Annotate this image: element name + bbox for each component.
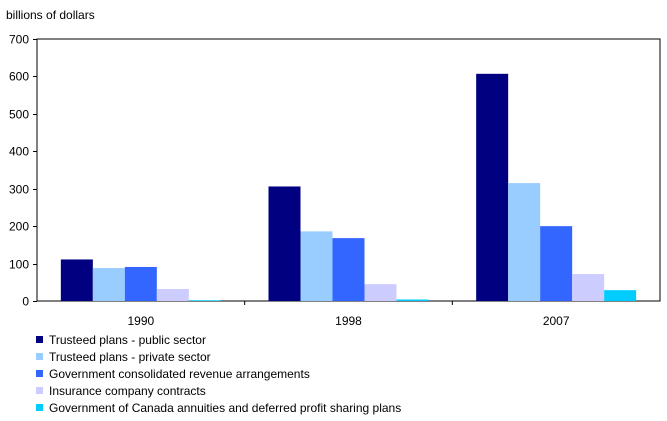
bar-2007-series-5 xyxy=(604,290,637,301)
y-tick-label: 700 xyxy=(9,33,29,47)
bar-2007-series-1 xyxy=(476,73,509,302)
bar-1998-series-4 xyxy=(364,284,397,301)
bar-2007-series-2 xyxy=(508,183,541,301)
legend-label: Insurance company contracts xyxy=(49,383,206,398)
legend-item-4: Insurance company contracts xyxy=(36,382,401,399)
legend-item-1: Trusteed plans - public sector xyxy=(36,331,401,348)
legend-item-5: Government of Canada annuities and defer… xyxy=(36,399,401,416)
y-tick-label: 0 xyxy=(22,295,29,309)
x-tick-label-1990: 1990 xyxy=(127,314,154,328)
y-tick-label: 600 xyxy=(9,70,29,84)
x-tick-label-1998: 1998 xyxy=(335,314,362,328)
bar-1990-series-5 xyxy=(188,300,221,301)
legend-label: Government consolidated revenue arrangem… xyxy=(49,366,310,381)
x-tick-label-2007: 2007 xyxy=(543,314,570,328)
bar-1998-series-2 xyxy=(300,231,333,301)
legend-swatch xyxy=(36,404,43,411)
bar-chart: 0 100 200 300 400 500 600 700 1990 1998 2007 xyxy=(9,33,661,328)
legend-swatch xyxy=(36,336,43,343)
bar-1998-series-5 xyxy=(396,299,429,301)
bar-1998-series-1 xyxy=(268,186,301,301)
bar-1990-series-1 xyxy=(60,259,93,301)
bar-1998-series-3 xyxy=(332,238,365,301)
legend-item-2: Trusteed plans - private sector xyxy=(36,348,401,365)
y-tick-label: 300 xyxy=(9,183,29,197)
legend-label: Trusteed plans - private sector xyxy=(49,349,211,364)
legend-item-3: Government consolidated revenue arrangem… xyxy=(36,365,401,382)
y-tick-label: 200 xyxy=(9,220,29,234)
legend-label: Government of Canada annuities and defer… xyxy=(49,400,402,415)
y-tick-label: 500 xyxy=(9,108,29,122)
legend-label: Trusteed plans - public sector xyxy=(49,332,206,347)
y-tick-label: 100 xyxy=(9,258,29,272)
legend-swatch xyxy=(36,353,43,360)
bar-1990-series-2 xyxy=(92,268,125,301)
bar-2007-series-3 xyxy=(540,226,573,301)
bar-1990-series-4 xyxy=(156,289,189,301)
y-axis-label: billions of dollars xyxy=(6,8,95,22)
legend-swatch xyxy=(36,387,43,394)
y-tick-label: 400 xyxy=(9,145,29,159)
legend-swatch xyxy=(36,370,43,377)
legend: Trusteed plans - public sector Trusteed p… xyxy=(36,331,401,416)
bar-1990-series-3 xyxy=(124,266,157,301)
bar-2007-series-4 xyxy=(572,274,605,301)
